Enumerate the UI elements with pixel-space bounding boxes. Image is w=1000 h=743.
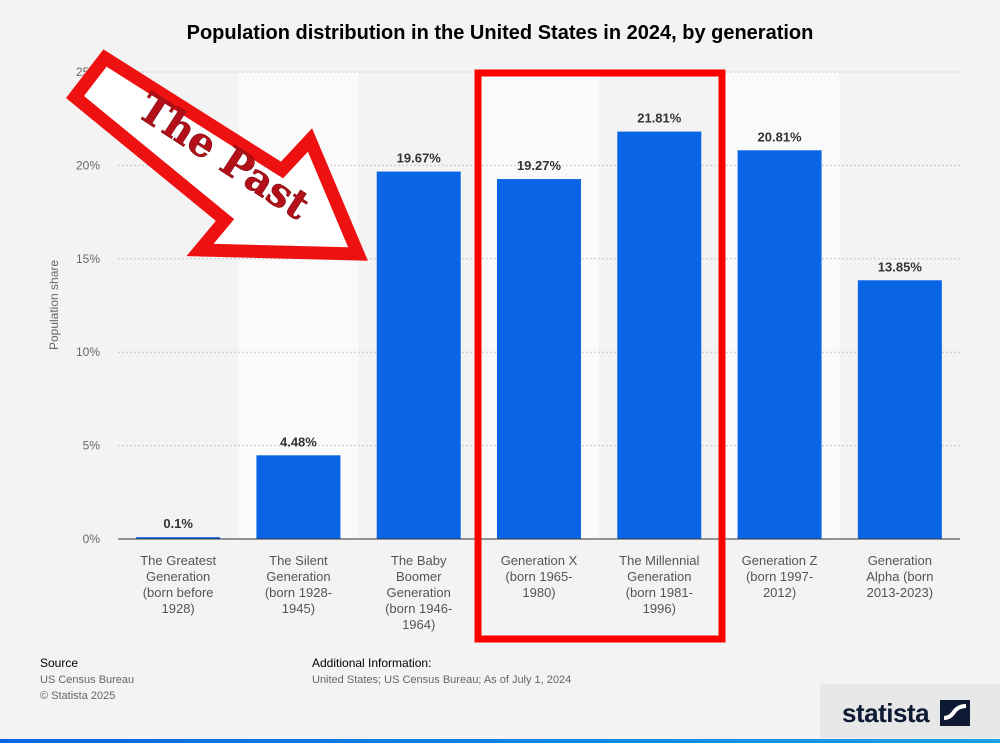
x-tick-label-line: The Greatest (140, 553, 216, 568)
x-tick-label: Generation Z (born 1997-2012) (742, 553, 818, 600)
x-tick-label: The Greatest Generation (born before 1928) (140, 553, 216, 616)
source-line-1: US Census Bureau (40, 674, 135, 686)
x-tick-label-line: (born 1946- (385, 601, 452, 616)
x-tick-label-line: 1945) (282, 601, 315, 616)
x-tick-label: The Millennial Generation (born 1981-1996) (619, 553, 699, 616)
x-tick-label-line: (born before (143, 585, 214, 600)
y-tick-label: 10% (76, 345, 100, 359)
highlight-box (474, 69, 726, 643)
x-tick-label: The Baby Boomer Generation (born 1946-1964) (385, 553, 452, 632)
x-tick-label-line: Generation (868, 553, 932, 568)
y-tick-label: 0% (83, 532, 101, 546)
x-tick-label-line: (born 1928- (265, 585, 332, 600)
bottom-accent-line (0, 739, 1000, 743)
x-tick-label-line: The Silent (269, 553, 328, 568)
bar (617, 131, 702, 539)
x-tick-label-line: (born 1965- (505, 569, 572, 584)
y-tick-label: 15% (76, 252, 100, 266)
x-tick-label-line: Generation (146, 569, 210, 584)
x-tick-label-line: Generation X (501, 553, 578, 568)
x-tick-label: Generation Alpha (born 2013-2023) (866, 553, 933, 600)
x-tick-label-line: Generation Z (742, 553, 818, 568)
statista-logo-icon (940, 700, 970, 726)
data-label: 0.1% (163, 516, 193, 531)
x-tick-label-line: The Millennial (619, 553, 699, 568)
data-label: 4.48% (280, 434, 317, 449)
x-tick-label-line: Generation (387, 585, 451, 600)
data-label: 19.27% (517, 158, 562, 173)
bar (857, 280, 942, 539)
data-label: 13.85% (878, 259, 923, 274)
x-tick-label-line: (born 1997- (746, 569, 813, 584)
x-tick-label: Generation X (born 1965-1980) (501, 553, 578, 600)
x-tick-label-line: 1980) (522, 585, 555, 600)
x-tick-label-line: Alpha (born (866, 569, 933, 584)
x-tick-label-line: 2013-2023) (867, 585, 934, 600)
x-tick-label: The Silent Generation (born 1928-1945) (265, 553, 332, 616)
y-tick-label: 5% (83, 439, 101, 453)
y-axis-label: Population share (47, 260, 61, 350)
x-tick-label-line: Boomer (396, 569, 442, 584)
x-tick-label-line: Generation (627, 569, 691, 584)
arrow-shape (66, 49, 368, 261)
x-tick-label-line: 1928) (162, 601, 195, 616)
data-label: 19.67% (397, 151, 442, 166)
additional-info-text: United States; US Census Bureau; As of J… (312, 674, 572, 686)
bar (376, 171, 461, 540)
bar (256, 455, 341, 539)
data-label: 20.81% (758, 129, 803, 144)
x-tick-label-line: (born 1981- (626, 585, 693, 600)
x-tick-label-line: 1964) (402, 617, 435, 632)
bar (136, 537, 221, 539)
x-tick-label-line: The Baby (391, 553, 447, 568)
chart-title: Population distribution in the United St… (186, 22, 814, 44)
data-label: 21.81% (637, 111, 682, 126)
x-tick-label-line: 1996) (643, 601, 676, 616)
source-label: Source (40, 656, 79, 670)
additional-info-label: Additional Information: (312, 656, 432, 670)
y-tick-label: 20% (76, 158, 100, 172)
x-tick-label-line: Generation (266, 569, 330, 584)
bar (737, 150, 822, 539)
statista-logo-text: statista (842, 698, 930, 728)
source-line-2: © Statista 2025 (40, 690, 116, 702)
x-tick-label-line: 2012) (763, 585, 796, 600)
bar (497, 179, 581, 539)
logo-background (820, 684, 1000, 738)
